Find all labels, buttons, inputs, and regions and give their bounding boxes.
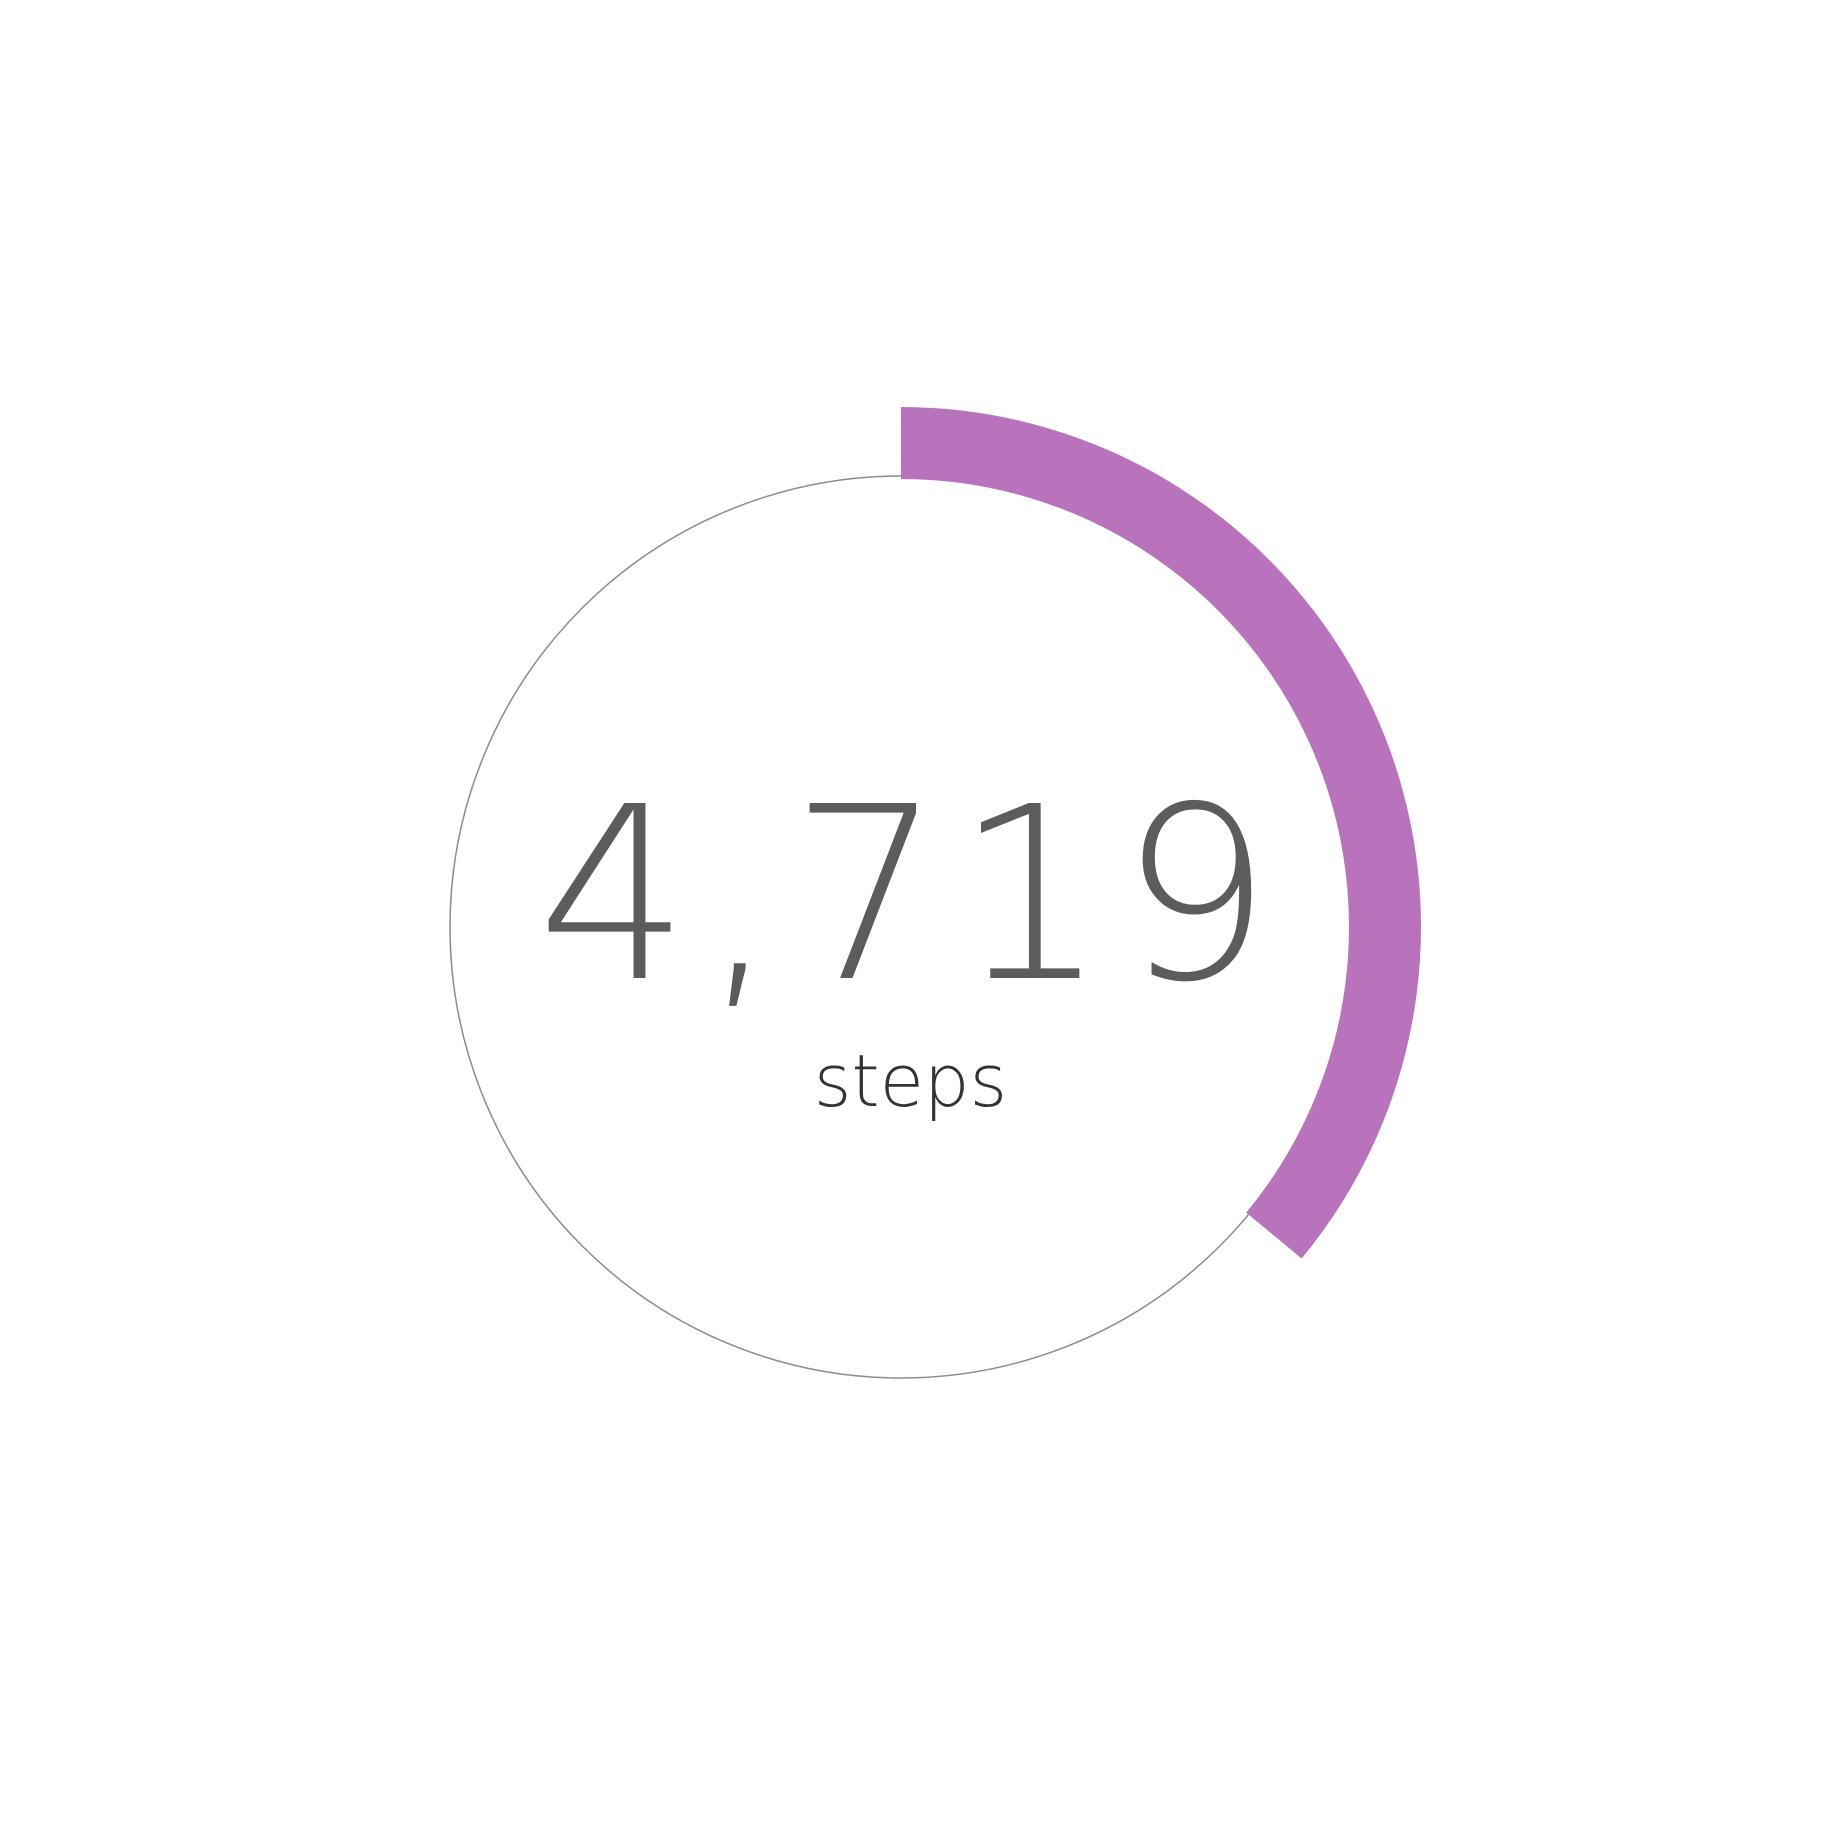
step-count-unit: steps bbox=[813, 1039, 1008, 1123]
step-count-value: 4,719 bbox=[536, 755, 1285, 1035]
progress-arc bbox=[900, 407, 1421, 1259]
